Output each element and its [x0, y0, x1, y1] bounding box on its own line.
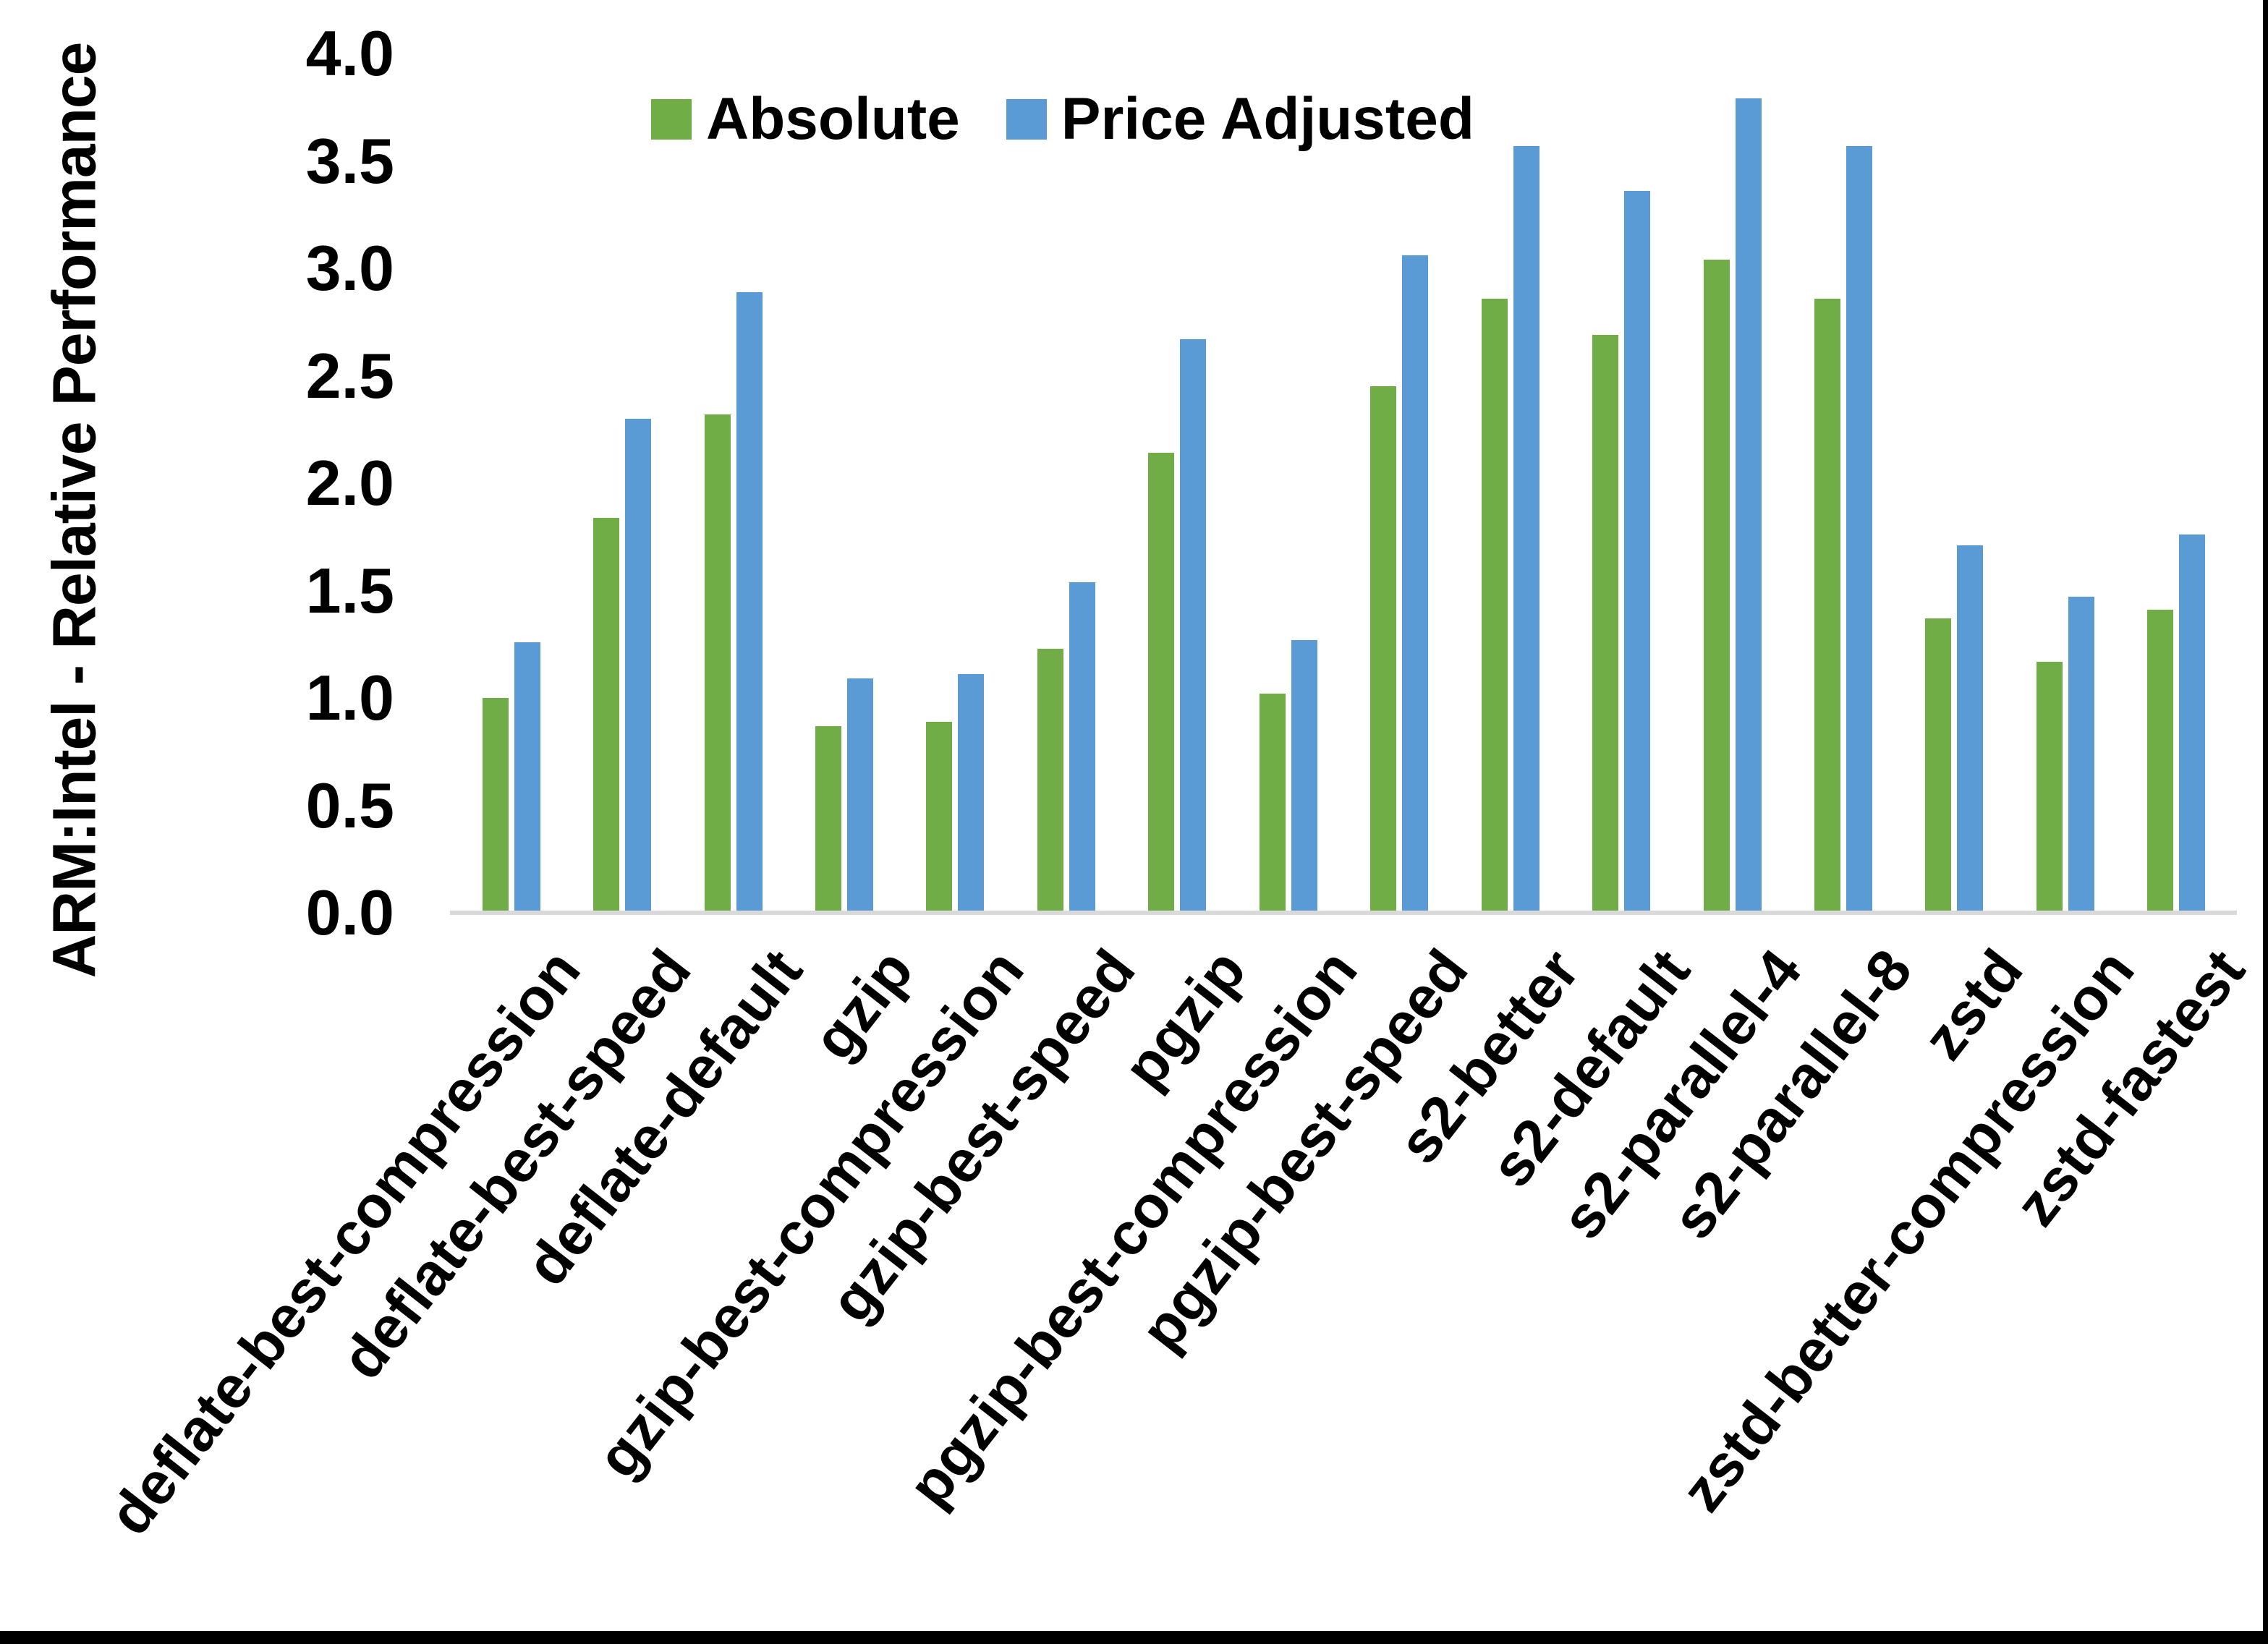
bar-absolute-s2-better [1481, 298, 1508, 913]
y-tick-label-1.5: 1.5 [305, 554, 394, 626]
bar-price-adjusted-s2-better [1513, 145, 1539, 913]
bar-absolute-pgzip-best-speed [1370, 386, 1397, 913]
bar-absolute-deflate-best-speed [593, 517, 620, 913]
bar-price-adjusted-pgzip-best-speed [1402, 255, 1429, 913]
y-tick-label-0.5: 0.5 [305, 769, 394, 841]
y-axis-title-text: ARM:Intel - Relative Performance [40, 42, 109, 978]
bar-absolute-deflate-default [704, 414, 731, 913]
legend-label-price-adjusted: Price Adjusted [1061, 86, 1474, 152]
bar-absolute-zstd-fastest [2147, 610, 2174, 913]
bar-price-adjusted-s2-default [1624, 191, 1651, 913]
y-tick-label-3.5: 3.5 [305, 124, 394, 197]
y-tick-label-2.5: 2.5 [305, 339, 394, 412]
legend-label-absolute: Absolute [706, 86, 960, 152]
bar-absolute-zstd [1925, 618, 1952, 913]
bar-price-adjusted-zstd [1957, 545, 1984, 913]
figure-bottom-border [0, 1631, 2268, 1644]
bar-price-adjusted-zstd-fastest [2179, 534, 2206, 913]
bar-price-adjusted-gzip-best-compression [958, 674, 985, 913]
bar-price-adjusted-s2-parallel-8 [1846, 145, 1872, 913]
bar-price-adjusted-zstd-better-compression [2068, 597, 2094, 913]
y-tick-label-2.0: 2.0 [305, 447, 394, 519]
y-tick-label-4.0: 4.0 [305, 17, 394, 89]
legend-item-price-adjusted: Price Adjusted [1006, 85, 1474, 153]
y-tick-label-0.0: 0.0 [305, 877, 394, 948]
bar-absolute-pgzip-best-compression [1259, 694, 1286, 913]
legend: Absolute Price Adjusted [651, 85, 1474, 153]
bar-price-adjusted-pgzip [1180, 339, 1207, 913]
legend-swatch-absolute [651, 99, 692, 140]
legend-swatch-price-adjusted [1006, 99, 1047, 140]
bar-absolute-deflate-best-compression [482, 698, 509, 913]
bar-price-adjusted-deflate-best-speed [625, 418, 652, 913]
bar-price-adjusted-s2-parallel-4 [1735, 98, 1762, 913]
y-tick-label-1.0: 1.0 [305, 662, 394, 733]
bar-absolute-zstd-better-compression [2036, 661, 2063, 913]
figure-right-border [2263, 0, 2268, 1644]
bar-absolute-gzip [815, 725, 842, 913]
y-tick-label-3.0: 3.0 [305, 232, 394, 304]
bar-absolute-gzip-best-compression [926, 721, 953, 913]
bar-price-adjusted-gzip-best-speed [1069, 582, 1095, 913]
x-tick-label-text: deflate-best-compression [96, 937, 593, 1548]
bar-absolute-s2-default [1592, 335, 1619, 913]
bar-price-adjusted-gzip [847, 678, 874, 913]
bar-price-adjusted-pgzip-best-compression [1291, 639, 1317, 913]
bar-absolute-s2-parallel-8 [1814, 298, 1840, 913]
bar-absolute-pgzip [1148, 453, 1175, 913]
x-axis-line [450, 911, 2237, 915]
bar-price-adjusted-deflate-default [736, 291, 763, 913]
x-tick-label-zstd-fastest: zstd-fastest [2003, 937, 2268, 1238]
bar-absolute-s2-parallel-4 [1703, 260, 1730, 913]
y-axis-title: ARM:Intel - Relative Performance [20, 42, 129, 978]
bar-price-adjusted-deflate-best-compression [514, 642, 540, 913]
legend-item-absolute: Absolute [651, 85, 960, 153]
bar-absolute-gzip-best-speed [1037, 648, 1063, 913]
